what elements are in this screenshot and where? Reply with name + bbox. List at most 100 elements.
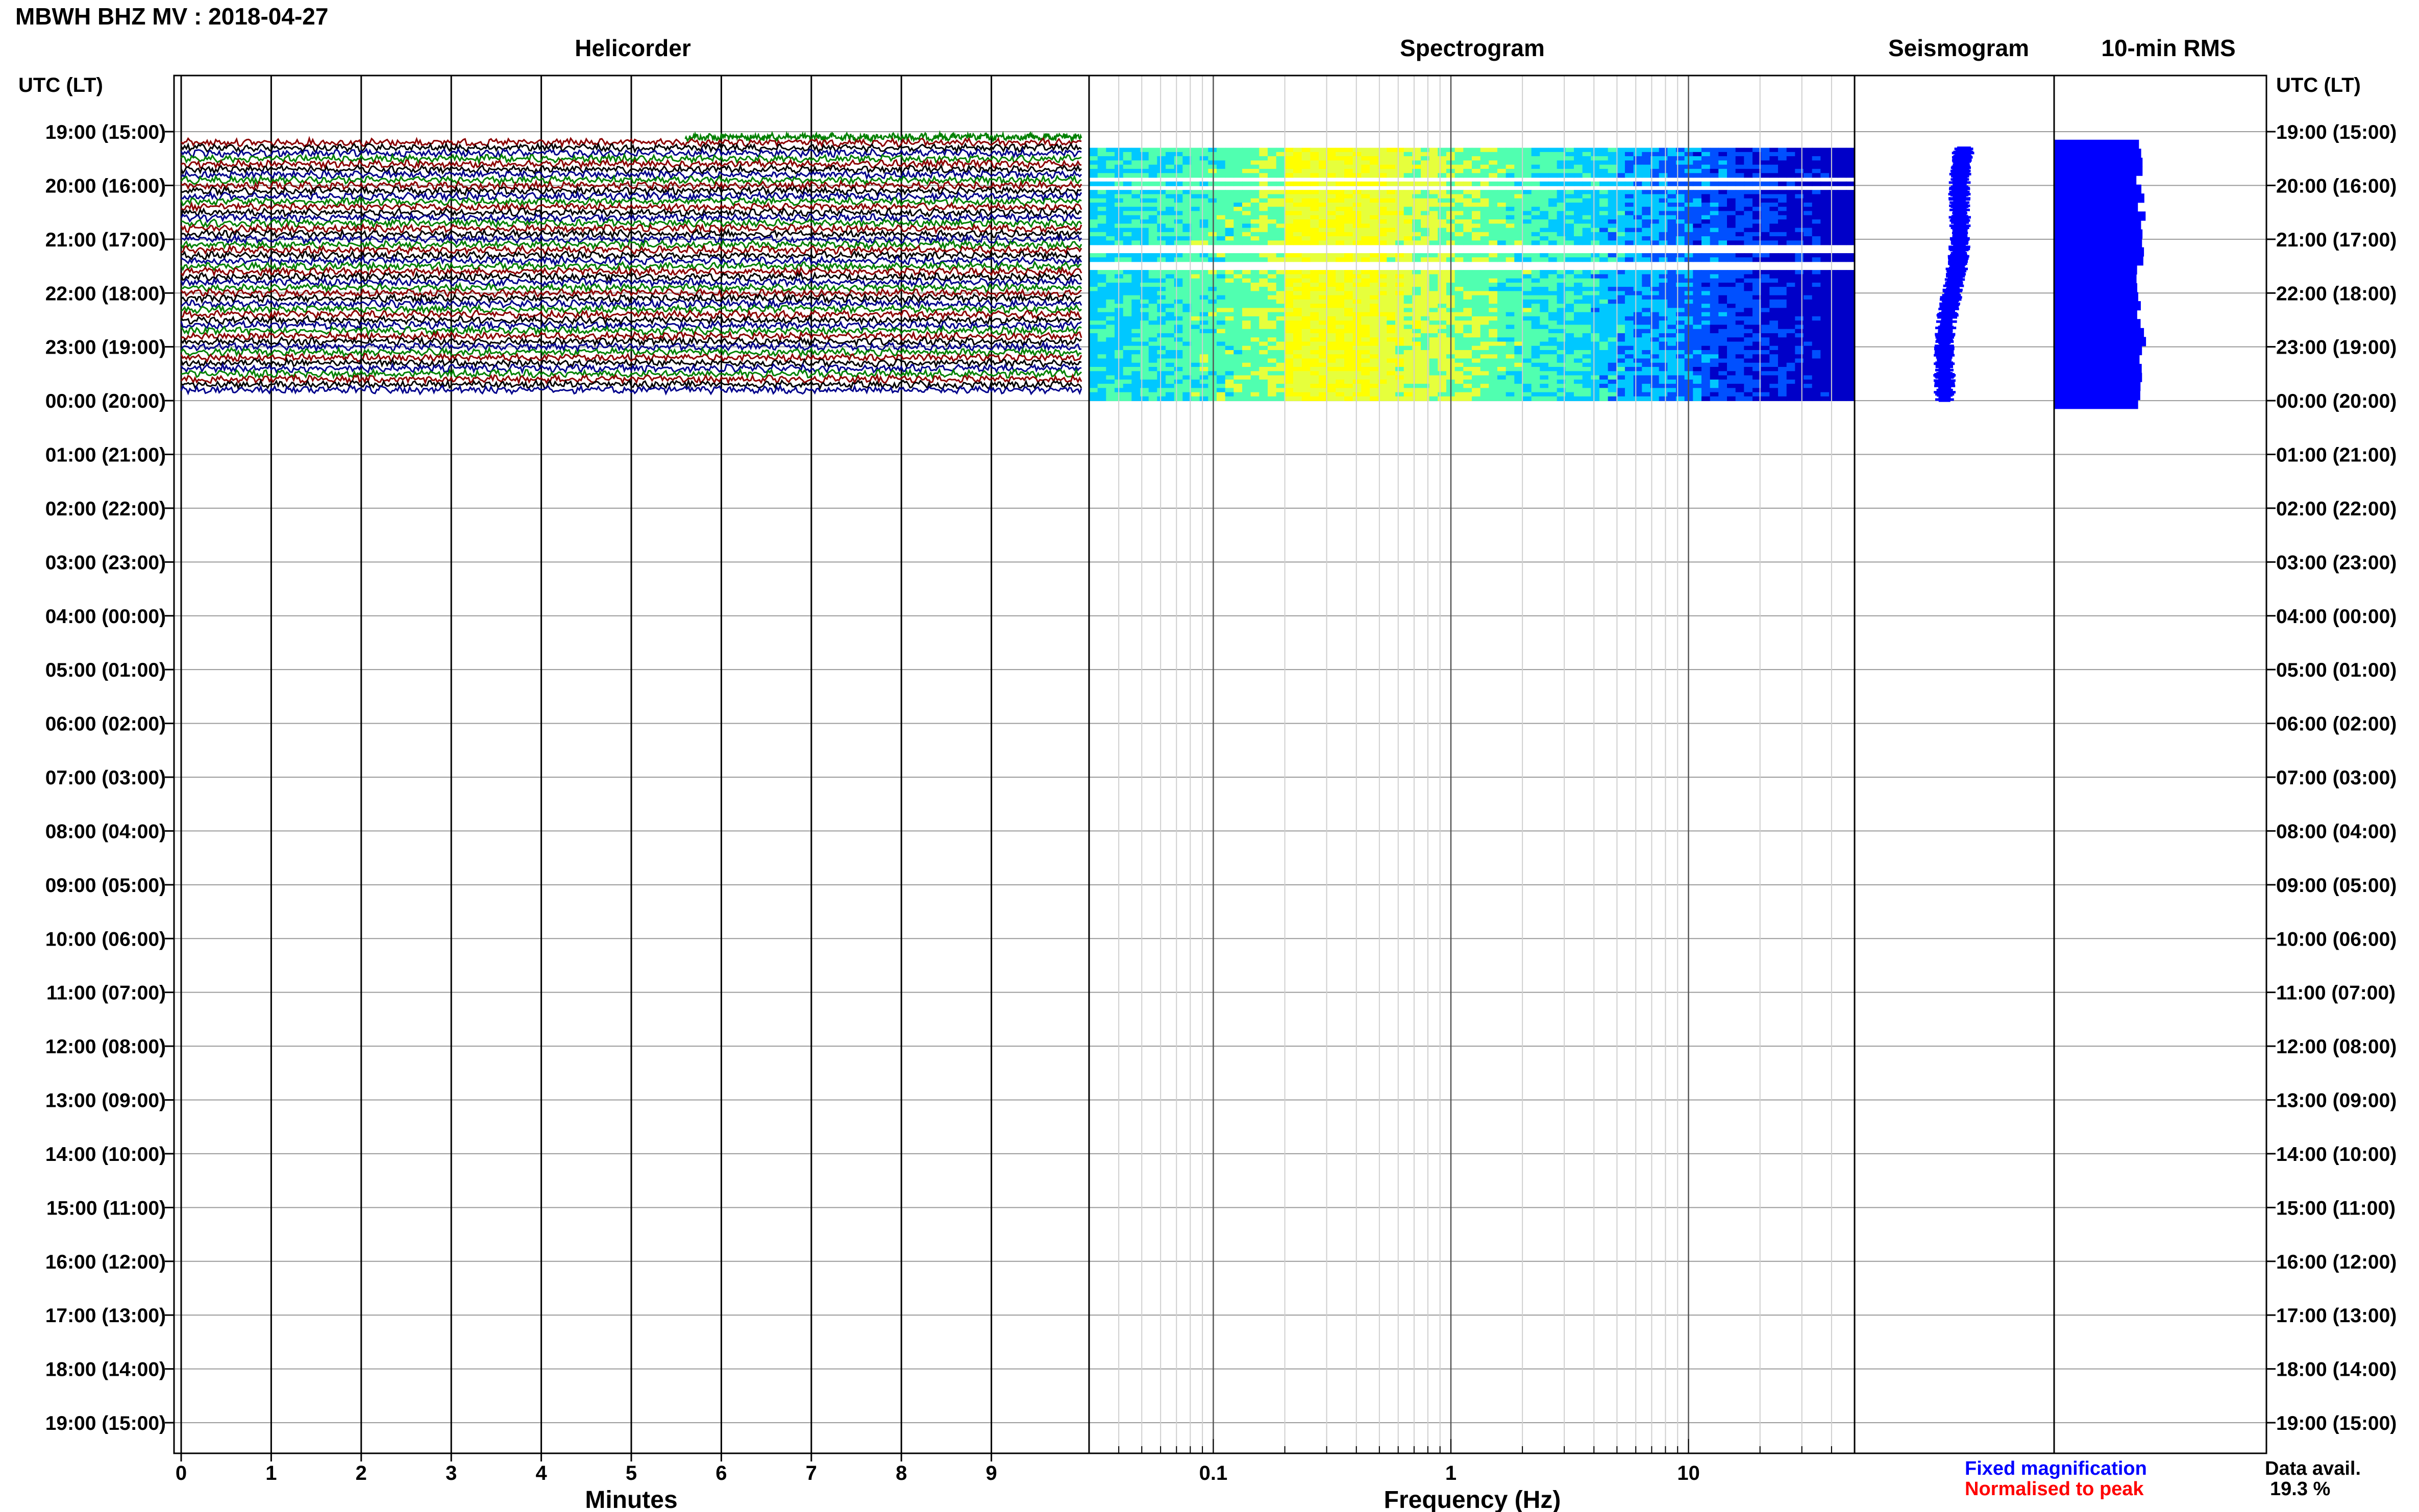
spectrogram-cell [1761,350,1770,355]
spectrogram-cell [1557,308,1566,313]
spectrogram-cell [1361,287,1370,292]
spectrogram-cell [1718,270,1727,275]
spectrogram-cell [1472,345,1481,351]
spectrogram-cell [1523,350,1532,355]
spectrogram-cell [1089,358,1098,363]
spectrogram-cell [1574,345,1583,351]
spectrogram-cell [1174,316,1183,321]
spectrogram-cell [1489,190,1498,195]
spectrogram-cell [1505,350,1515,355]
spectrogram-cell [1820,156,1830,161]
spectrogram-cell [1166,274,1175,279]
spectrogram-cell [1676,291,1685,296]
spectrogram-cell [1250,164,1260,169]
spectrogram-cell [1829,282,1838,287]
spectrogram-cell [1812,287,1821,292]
spectrogram-cell [1089,308,1098,313]
spectrogram-cell [1540,320,1549,326]
spectrogram-cell [1387,312,1396,317]
spectrogram-cell [1191,287,1200,292]
spectrogram-cell [1599,207,1609,212]
spectrogram-cell [1710,219,1719,225]
spectrogram-cell [1472,270,1481,275]
spectrogram-cell [1710,240,1719,245]
spectrogram-cell [1174,367,1183,372]
spectrogram-cell [1301,379,1311,384]
spectrogram-cell [1744,333,1753,338]
spectrogram-cell [1812,198,1821,203]
spectrogram-cell [1123,270,1132,275]
spectrogram-cell [1523,367,1532,372]
spectrogram-cell [1531,152,1541,157]
spectrogram-cell [1182,392,1192,397]
spectrogram-cell [1574,291,1583,296]
spectrogram-cell [1429,299,1439,304]
spectrogram-cell [1591,287,1600,292]
spectrogram-cell [1285,164,1294,169]
spectrogram-cell [1727,316,1736,321]
spectrogram-cell [1097,198,1107,203]
spectrogram-cell [1531,164,1541,169]
spectrogram-cell [1659,325,1668,330]
spectrogram-cell [1540,215,1549,220]
spectrogram-cell [1820,312,1830,317]
spectrogram-cell [1438,329,1447,334]
spectrogram-cell [1616,253,1625,258]
spectrogram-cell [1403,304,1413,309]
spectrogram-cell [1778,333,1787,338]
spectrogram-cell [1378,312,1388,317]
spectrogram-cell [1786,253,1796,258]
spectrogram-cell [1820,160,1830,165]
spectrogram-cell [1225,392,1235,397]
spectrogram-cell [1131,371,1141,376]
spectrogram-cell [1131,354,1141,359]
spectrogram-cell [1769,304,1779,309]
spectrogram-cell [1370,375,1379,380]
spectrogram-cell [1336,379,1345,384]
spectrogram-cell [1370,388,1379,393]
spectrogram-cell [1454,228,1464,233]
spectrogram-cell [1233,278,1243,283]
spectrogram-cell [1301,320,1311,326]
spectrogram-cell [1557,232,1566,237]
spectrogram-cell [1846,198,1855,203]
spectrogram-cell [1497,362,1507,367]
spectrogram-cell [1285,388,1294,393]
spectrogram-cell [1786,396,1796,401]
spectrogram-cell [1438,304,1447,309]
spectrogram-cell [1276,291,1286,296]
spectrogram-cell [1174,354,1183,359]
spectrogram-cell [1412,295,1421,300]
spectrogram-cell [1285,160,1294,165]
spectrogram-cell [1370,299,1379,304]
spectrogram-cell [1727,215,1736,220]
spectrogram-cell [1148,371,1158,376]
spectrogram-cell [1786,325,1796,330]
spectrogram-cell [1097,194,1107,199]
spectrogram-cell [1837,224,1847,229]
helicorder-trace [180,173,1082,187]
spectrogram-cell [1718,325,1727,330]
spectrogram-cell [1540,270,1549,275]
spectrogram-cell [1166,203,1175,208]
spectrogram-cell [1319,219,1328,225]
spectrogram-cell [1148,304,1158,309]
spectrogram-cell [1514,320,1523,326]
spectrogram-cell [1361,325,1370,330]
spectrogram-cell [1744,173,1753,178]
spectrogram-cell [1514,325,1523,330]
spectrogram-cell [1199,320,1209,326]
spectrogram-cell [1710,194,1719,199]
spectrogram-cell [1608,156,1617,161]
spectrogram-cell [1352,224,1362,229]
spectrogram-cell [1616,337,1625,342]
spectrogram-cell [1616,384,1625,389]
spectrogram-cell [1804,337,1813,342]
spectrogram-cell [1693,207,1702,212]
spectrogram-cell [1285,354,1294,359]
spectrogram-cell [1395,299,1404,304]
spectrogram-cell [1540,168,1549,173]
spectrogram-cell [1667,194,1676,199]
spectrogram-cell [1319,312,1328,317]
spectrogram-cell [1625,211,1634,216]
